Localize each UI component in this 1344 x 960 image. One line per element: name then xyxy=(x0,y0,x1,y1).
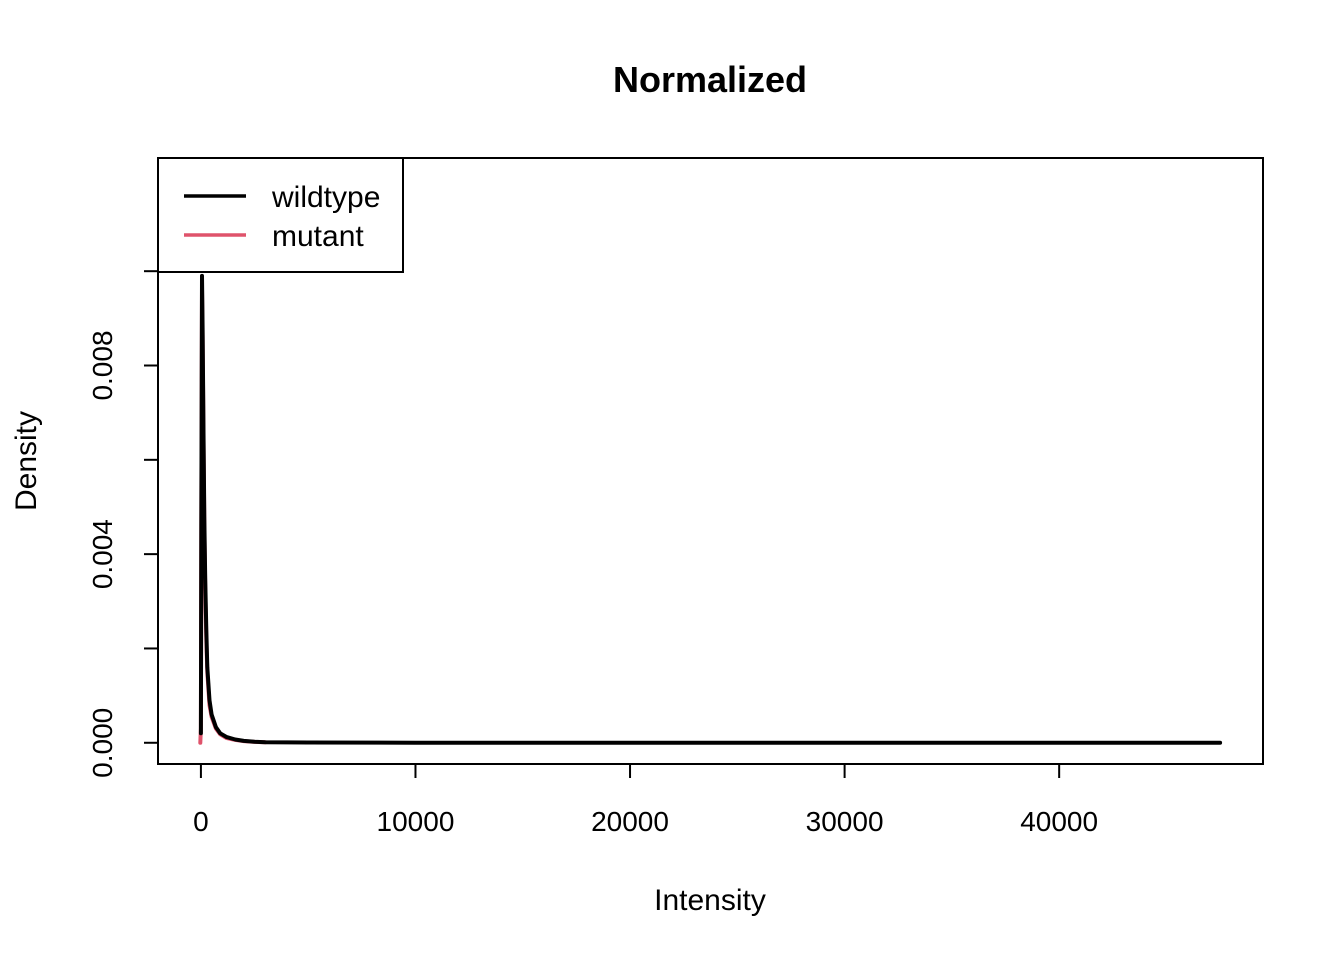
y-axis: 0.000 0.004 0.008 xyxy=(87,270,159,778)
x-tick-label: 30000 xyxy=(806,806,884,837)
y-tick-label: 0.000 xyxy=(87,708,118,778)
chart-title: Normalized xyxy=(613,59,807,100)
series-line-mutant xyxy=(198,288,268,745)
legend-label-wildtype: wildtype xyxy=(271,181,380,214)
x-axis-label: Intensity xyxy=(654,884,766,917)
x-tick-label: 0 xyxy=(193,806,209,837)
y-tick-label: 0.008 xyxy=(87,330,118,400)
legend-label-mutant: mutant xyxy=(272,220,364,253)
legend: wildtype mutant xyxy=(157,157,404,273)
x-tick-label: 10000 xyxy=(377,806,455,837)
series-line-wildtype xyxy=(198,273,1223,745)
y-axis-label: Density xyxy=(10,411,43,511)
y-tick-label: 0.004 xyxy=(87,519,118,589)
x-axis: 0 10000 20000 30000 40000 xyxy=(193,763,1098,837)
x-tick-label: 20000 xyxy=(591,806,669,837)
x-tick-label: 40000 xyxy=(1020,806,1098,837)
legend-box xyxy=(157,157,404,273)
series-layer xyxy=(198,273,1223,745)
